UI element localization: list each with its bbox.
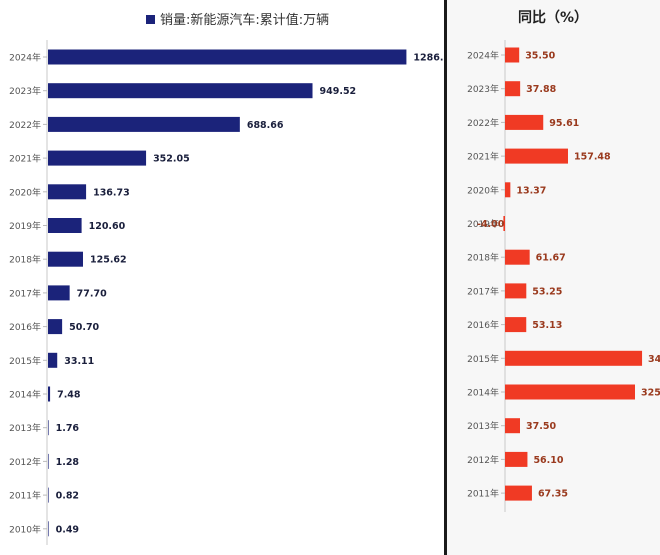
yoy-value-label: 67.35 [538, 489, 568, 500]
yoy-value-label: 56.10 [533, 455, 563, 466]
sales-value-label: 0.82 [56, 491, 79, 502]
sales-bar [48, 251, 83, 267]
yoy-bar [505, 182, 511, 198]
y-tick-label: 2018年 [9, 254, 41, 266]
yoy-bar [505, 81, 521, 97]
sales-value-label: 688.66 [247, 120, 284, 131]
y-tick-label: 2021年 [467, 151, 499, 163]
y-tick-label: 2023年 [467, 83, 499, 95]
yoy-bar [505, 114, 544, 130]
sales-value-label: 33.11 [64, 356, 94, 367]
sales-value-label: 1.76 [56, 423, 80, 434]
sales-value-label: 1286.60 [413, 53, 444, 64]
y-tick-label: 2012年 [467, 454, 499, 466]
sales-bar [48, 83, 313, 99]
sales-bar [48, 420, 49, 436]
y-tick-label: 2011年 [9, 490, 41, 502]
sales-bar [48, 453, 49, 469]
yoy-value-label: 157.48 [574, 152, 611, 163]
y-tick-label: 2021年 [9, 153, 41, 165]
y-tick-label: 2016年 [9, 321, 41, 333]
yoy-bar [505, 485, 532, 501]
sales-value-label: 949.52 [320, 86, 357, 97]
y-tick-label: 2015年 [9, 355, 41, 367]
yoy-bar [505, 384, 635, 400]
yoy-bar [505, 249, 530, 265]
yoy-chart-panel: 同比（%） 2024年 35.50 2023年 37.88 2022年 95.61 2021年… [447, 0, 660, 555]
sales-bar [48, 386, 51, 402]
legend-label: 销量:新能源汽车:累计值:万辆 [160, 12, 329, 28]
sales-bar [48, 184, 87, 200]
sales-bar [48, 521, 49, 537]
sales-value-label: 77.70 [77, 288, 107, 299]
sales-value-label: 0.49 [56, 524, 79, 535]
y-tick-label: 2024年 [9, 52, 41, 64]
sales-value-label: 120.60 [89, 221, 126, 232]
yoy-value-label: -4.00 [477, 219, 505, 230]
y-tick-label: 2014年 [467, 387, 499, 399]
y-tick-label: 2019年 [9, 220, 41, 232]
yoy-bar [505, 47, 520, 63]
panel-divider [444, 0, 447, 555]
sales-value-label: 7.48 [57, 390, 81, 401]
y-tick-label: 2017年 [467, 285, 499, 297]
y-tick-label: 2018年 [467, 252, 499, 264]
yoy-value-label: 37.88 [526, 84, 556, 95]
y-tick-label: 2010年 [9, 523, 41, 535]
yoy-bar [503, 216, 505, 231]
yoy-value-label: 13.37 [516, 185, 546, 196]
yoy-value-label: 35.50 [525, 51, 555, 62]
yoy-bar-chart: 同比（%） 2024年 35.50 2023年 37.88 2022年 95.61 2021年… [467, 9, 660, 512]
sales-value-label: 352.05 [153, 154, 190, 165]
y-tick-label: 2024年 [467, 50, 499, 62]
y-tick-label: 2022年 [9, 119, 41, 131]
yoy-bar [505, 317, 527, 333]
yoy-bar [505, 283, 527, 299]
yoy-value-label: 342.65 [648, 354, 660, 365]
sales-bar [48, 285, 70, 301]
y-tick-label: 2014年 [9, 389, 41, 401]
sales-bar [48, 49, 407, 65]
yoy-value-label: 95.61 [549, 118, 579, 129]
yoy-value-label: 325.00 [641, 388, 660, 399]
yoy-value-label: 53.13 [532, 320, 562, 331]
yoy-bar [505, 350, 643, 366]
sales-value-label: 1.28 [56, 457, 80, 468]
yoy-bar [505, 418, 520, 434]
y-tick-label: 2016年 [467, 319, 499, 331]
yoy-value-label: 61.67 [536, 253, 566, 264]
y-tick-label: 2020年 [9, 186, 41, 198]
yoy-value-label: 37.50 [526, 421, 556, 432]
yoy-bar [505, 451, 528, 467]
sales-bar-chart: 销量:新能源汽车:累计值:万辆 2024年 1286.60 2023年 949.52 20… [9, 12, 444, 545]
y-tick-label: 2017年 [9, 287, 41, 299]
sales-value-label: 125.62 [90, 255, 127, 266]
y-tick-label: 2022年 [467, 117, 499, 129]
y-tick-label: 2013年 [9, 422, 41, 434]
sales-bar [48, 218, 82, 233]
y-tick-label: 2012年 [9, 456, 41, 468]
sales-value-label: 136.73 [93, 187, 130, 198]
sales-bar [48, 487, 49, 503]
y-tick-label: 2019年 [467, 218, 499, 230]
sales-value-label: 50.70 [69, 322, 99, 333]
y-tick-label: 2013年 [467, 420, 499, 432]
chart-title: 同比（%） [518, 9, 588, 26]
sales-bar [48, 116, 240, 132]
y-tick-label: 2020年 [467, 184, 499, 196]
y-tick-label: 2015年 [467, 353, 499, 365]
yoy-value-label: 53.25 [532, 286, 562, 297]
sales-bar [48, 150, 147, 166]
yoy-bar [505, 148, 568, 164]
y-tick-label: 2023年 [9, 85, 41, 97]
sales-bar [48, 319, 63, 335]
sales-chart-panel: 销量:新能源汽车:累计值:万辆 2024年 1286.60 2023年 949.52 20… [0, 0, 444, 555]
legend-swatch [146, 15, 155, 24]
y-tick-label: 2011年 [467, 488, 499, 500]
sales-bar [48, 352, 58, 368]
